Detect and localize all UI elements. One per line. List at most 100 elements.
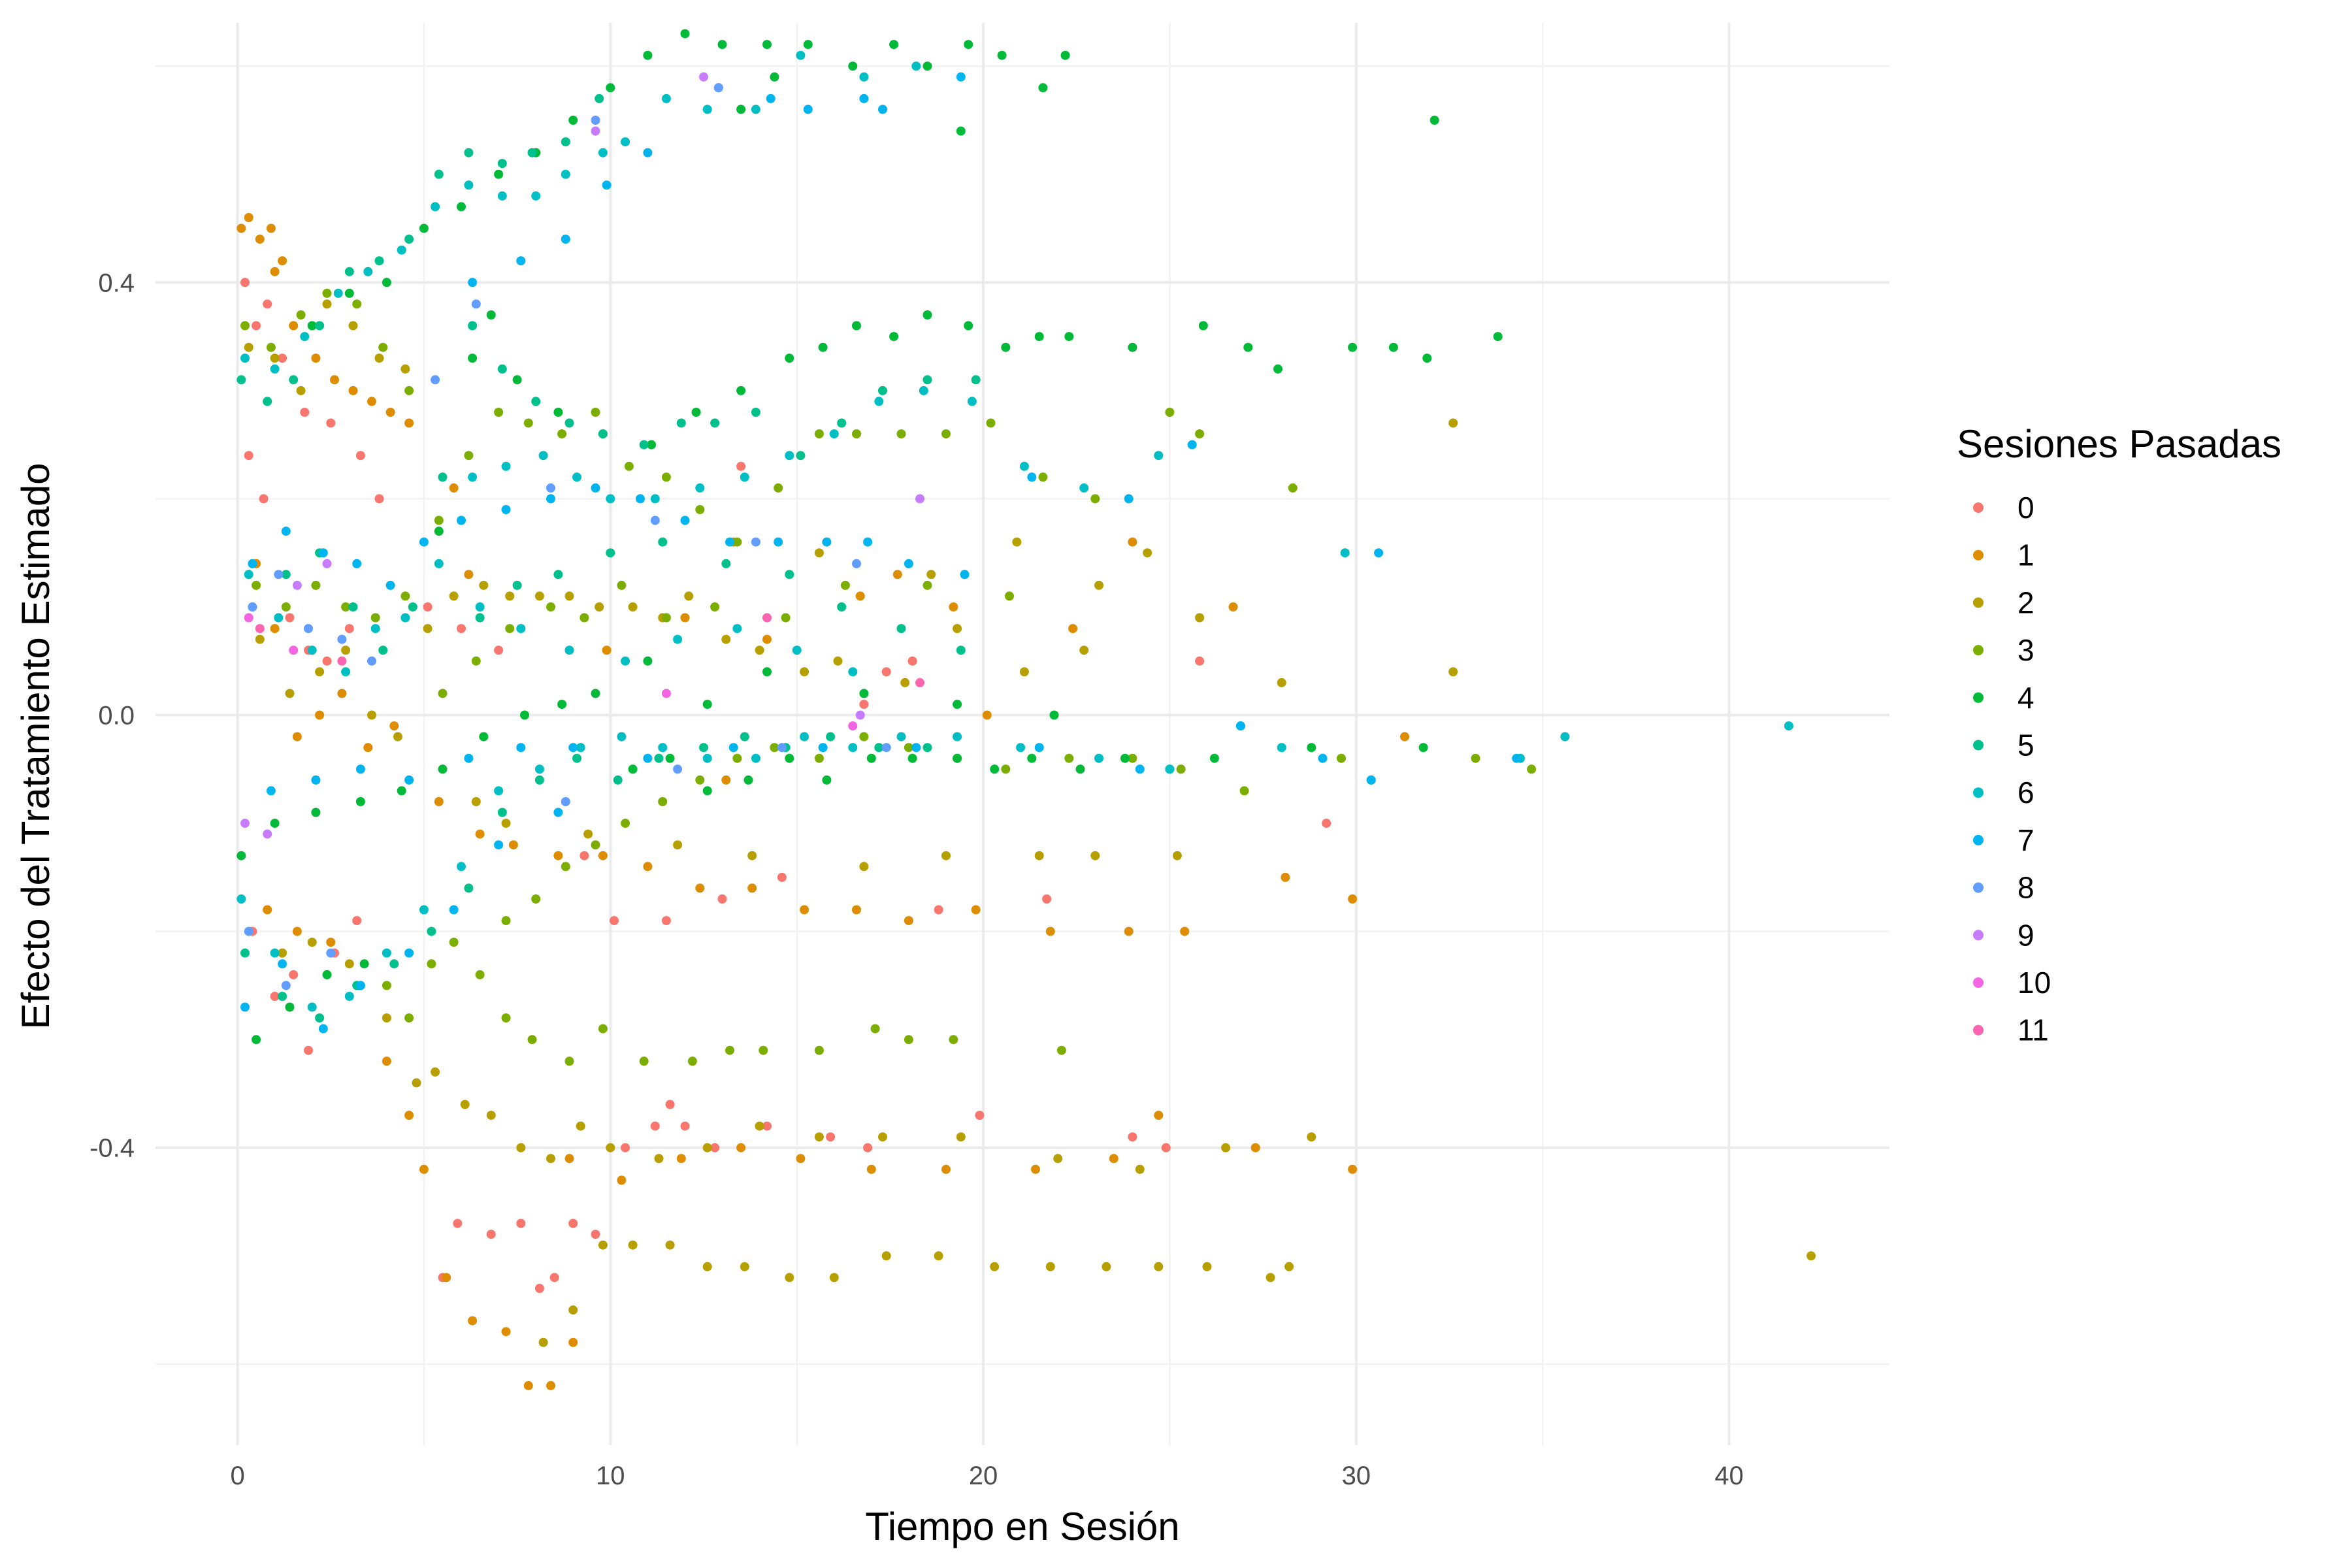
data-point [863,537,873,547]
data-point [751,753,760,763]
legend-entry: 0 [1973,491,2034,525]
data-point [553,808,563,817]
data-point [534,591,544,601]
data-point [926,570,936,580]
data-point [263,905,272,915]
data-point [400,613,410,623]
data-point [967,397,977,406]
data-point [564,418,574,428]
data-point [1374,548,1384,558]
data-point [431,375,440,385]
data-point [740,1262,749,1271]
data-point [564,645,574,655]
data-point [1128,753,1137,763]
data-point [785,353,794,363]
data-point [680,29,690,39]
data-point [598,148,608,157]
data-point [598,851,608,860]
data-point [494,408,504,417]
series-9 [240,72,924,839]
data-point [419,1164,429,1174]
data-point [934,905,943,915]
data-point [255,624,265,634]
data-point [240,278,250,287]
data-point [508,840,518,850]
data-point [602,645,612,655]
data-point [348,385,358,395]
data-point [949,602,958,612]
data-point [580,851,589,860]
data-point [359,959,369,969]
data-point [866,753,876,763]
data-point [322,559,332,568]
data-point [915,678,924,687]
data-point [244,451,253,461]
data-point [878,385,887,395]
data-point [889,40,899,50]
data-point [591,689,600,698]
data-point [419,223,429,233]
data-point [907,753,917,763]
data-point [624,461,634,471]
data-point [315,667,325,677]
data-point [923,743,932,753]
data-point [457,624,466,634]
data-point [1228,602,1238,612]
data-point [355,451,365,461]
data-point [1221,1143,1231,1152]
data-point [852,321,861,331]
data-point [434,169,444,179]
data-point [762,634,772,644]
data-point [859,72,869,82]
data-point [621,1143,630,1152]
data-point [654,753,664,763]
data-point [434,797,444,806]
data-point [803,105,813,114]
data-point [747,883,757,893]
data-point [315,1013,325,1023]
data-point [870,1024,880,1034]
data-point [1128,342,1137,352]
data-point [874,743,884,753]
data-point [606,83,615,93]
data-point [628,602,638,612]
data-point [684,591,694,601]
data-point [953,624,962,634]
data-point [710,602,720,612]
data-point [318,1024,328,1034]
data-point [907,656,917,666]
data-point [826,732,836,742]
data-point [881,743,891,753]
data-point [270,267,280,276]
y-tick-label: 0.4 [98,269,135,297]
data-point [352,559,362,568]
data-point [1090,851,1100,860]
data-point [561,862,570,872]
data-point [762,667,772,677]
legend-label: 6 [2017,776,2034,809]
data-point [800,732,809,742]
data-point [237,851,246,860]
data-point [762,613,772,623]
data-point [695,775,705,785]
data-point [1202,1262,1212,1271]
data-point [512,375,522,385]
data-point [270,819,280,828]
data-point [400,364,410,374]
data-point [923,310,932,319]
data-point [568,1337,578,1347]
legend-label: 0 [2017,491,2034,525]
data-point [464,451,474,461]
data-point [516,1143,526,1152]
legend-entry: 4 [1973,681,2034,715]
data-point [468,472,478,482]
data-point [949,1035,958,1045]
data-point [1045,1262,1055,1271]
data-point [1019,667,1029,677]
data-point [833,656,843,666]
data-point [475,970,485,979]
data-point [699,743,708,753]
data-point [304,624,313,634]
data-point [770,72,779,82]
